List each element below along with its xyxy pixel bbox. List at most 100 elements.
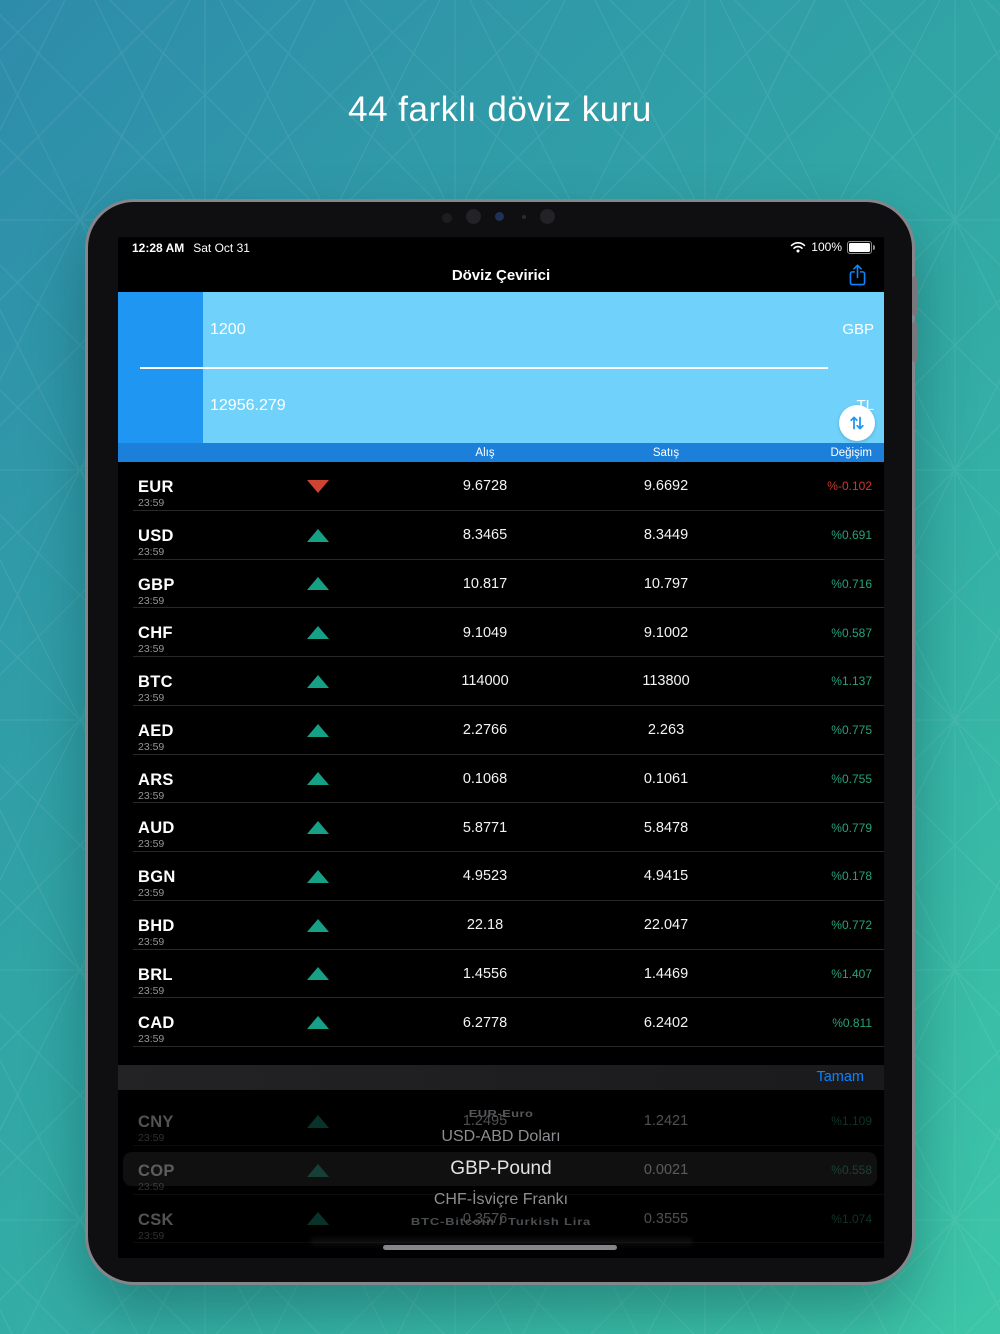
- currency-cell: CHF 23:59: [118, 608, 258, 657]
- currency-code: BGN: [138, 868, 176, 886]
- currency-code: USD: [138, 526, 174, 545]
- trend-cell: [258, 626, 378, 640]
- change-percent: %0.587: [831, 625, 872, 640]
- sell-rate: 9.1002: [643, 624, 689, 641]
- trend-cell: [258, 869, 378, 883]
- battery-percent: 100%: [811, 240, 842, 254]
- done-button[interactable]: Tamam: [810, 1068, 870, 1086]
- update-time: 23:59: [138, 984, 165, 997]
- rate-row[interactable]: EUR 23:59 9.6728 9.6692 %-0.102: [118, 462, 884, 511]
- change-percent: %-0.102: [827, 479, 872, 494]
- rate-row: COP 23:59 0.0021 %0.558: [118, 1146, 884, 1195]
- currency-code: CAD: [138, 1014, 175, 1033]
- picker-item-faint: [309, 1238, 693, 1245]
- from-amount-input[interactable]: 1200: [210, 321, 246, 338]
- trend-cell: [258, 674, 378, 688]
- rate-row[interactable]: GBP 23:59 10.817 10.797 %0.716: [118, 560, 884, 609]
- status-time: 12:28 AM: [132, 241, 185, 255]
- rate-row[interactable]: USD 23:59 8.3465 8.3449 %0.691: [118, 511, 884, 560]
- up-triangle-icon: [307, 967, 329, 981]
- rate-row[interactable]: AED 23:59 2.2766 2.263 %0.775: [118, 706, 884, 755]
- to-amount-input[interactable]: 12956.279: [210, 397, 286, 414]
- change-percent: %0.779: [831, 820, 872, 835]
- currency-cell: BGN 23:59: [118, 852, 258, 901]
- rate-row[interactable]: ARS 23:59 0.1068 0.1061 %0.755: [118, 755, 884, 804]
- up-triangle-icon: [307, 674, 329, 688]
- update-time: 23:59: [138, 643, 165, 656]
- update-time: 23:59: [138, 594, 165, 607]
- volume-down-button: [912, 322, 918, 362]
- buy-rate: 10.817: [462, 575, 508, 592]
- sell-rate: 1.2421: [643, 1113, 689, 1130]
- rate-row[interactable]: CAD 23:59 6.2778 6.2402 %0.811: [118, 998, 884, 1047]
- trend-cell: [258, 479, 378, 493]
- wifi-icon: [790, 242, 806, 253]
- camera-dot-icon: [522, 215, 526, 219]
- change-percent: %0.775: [831, 723, 872, 738]
- buy-rate: 5.8771: [462, 819, 508, 836]
- page-title: 44 farklı döviz kuru: [348, 90, 652, 129]
- change-percent: %1.137: [831, 674, 872, 689]
- picker-item[interactable]: EUR-Euro: [468, 1107, 534, 1120]
- picker-item[interactable]: CHF-İsviçre Frankı: [433, 1191, 569, 1208]
- swap-currencies-button[interactable]: [839, 405, 875, 441]
- update-time: 23:59: [138, 887, 165, 899]
- currency-cell: USD 23:59: [118, 511, 258, 560]
- trend-cell: [258, 1016, 378, 1030]
- sell-rate: 0.0021: [643, 1162, 689, 1179]
- from-currency-code: GBP: [842, 321, 874, 338]
- share-icon: [849, 263, 865, 285]
- header-change: Değişim: [830, 446, 872, 459]
- update-time: 23:59: [138, 740, 165, 753]
- header-buy: Alış: [475, 446, 495, 459]
- sell-rate: 0.1061: [643, 770, 689, 787]
- currency-picker: CNY 23:59 1.2495 1.2421 %1.109 COP 23:59…: [118, 1090, 884, 1258]
- sell-rate: 113800: [642, 673, 690, 690]
- rate-row[interactable]: BHD 23:59 22.18 22.047 %0.772: [118, 901, 884, 950]
- change-percent: %1.074: [831, 1211, 872, 1226]
- update-time: 23:59: [138, 1180, 165, 1193]
- rate-row[interactable]: AUD 23:59 5.8771 5.8478 %0.779: [118, 803, 884, 852]
- currency-code: BRL: [138, 965, 173, 984]
- up-triangle-icon: [307, 626, 329, 640]
- picker-item-selected[interactable]: GBP-Pound: [450, 1158, 552, 1179]
- buy-rate: 114000: [461, 673, 509, 690]
- rate-row[interactable]: CHF 23:59 9.1049 9.1002 %0.587: [118, 608, 884, 657]
- trend-cell: [258, 918, 378, 932]
- up-triangle-icon: [307, 1212, 329, 1226]
- camera-lens-icon: [495, 212, 504, 221]
- currency-code: GBP: [138, 575, 175, 594]
- rate-row[interactable]: BGN 23:59 4.9523 4.9415 %0.178: [118, 852, 884, 901]
- rate-row: CNY 23:59 1.2495 1.2421 %1.109: [118, 1097, 884, 1146]
- buy-rate: 0.3576: [462, 1210, 508, 1227]
- trend-cell: [258, 967, 378, 981]
- currency-code: CSK: [138, 1210, 174, 1229]
- swap-arrows-icon: [850, 416, 864, 430]
- home-indicator[interactable]: [383, 1245, 617, 1250]
- buy-rate: 0.1068: [462, 770, 508, 787]
- sell-rate: 0.3555: [643, 1210, 689, 1227]
- status-date: Sat Oct 31: [193, 241, 250, 255]
- converter-panel: GBP 1200 TL 12956.279: [118, 292, 884, 443]
- currency-cell: CSK 23:59: [118, 1195, 258, 1244]
- sell-rate: 2.263: [647, 722, 685, 739]
- currency-cell: CNY 23:59: [118, 1097, 258, 1146]
- update-time: 23:59: [138, 1229, 165, 1242]
- picker-item[interactable]: USD-ABD Doları: [441, 1128, 561, 1145]
- buy-rate: 22.18: [466, 917, 504, 934]
- change-percent: %0.755: [831, 771, 872, 786]
- converter-divider: [140, 367, 828, 369]
- currency-code: ARS: [138, 770, 174, 789]
- rates-header: Alış Satış Değişim: [118, 443, 884, 462]
- buy-rate: 2.2766: [462, 722, 508, 739]
- rate-row[interactable]: BTC 23:59 114000 113800 %1.137: [118, 657, 884, 706]
- picker-item[interactable]: BTC-Bitcoin / Turkish Lira: [410, 1215, 592, 1228]
- change-percent: %1.407: [831, 966, 872, 981]
- change-percent: %0.716: [831, 576, 872, 591]
- currency-cell: COP 23:59: [118, 1146, 258, 1195]
- currency-cell: BHD 23:59: [118, 901, 258, 950]
- share-button[interactable]: [845, 263, 869, 289]
- header-sell: Satış: [652, 446, 680, 459]
- rate-row[interactable]: BRL 23:59 1.4556 1.4469 %1.407: [118, 950, 884, 999]
- up-triangle-icon: [307, 1163, 329, 1177]
